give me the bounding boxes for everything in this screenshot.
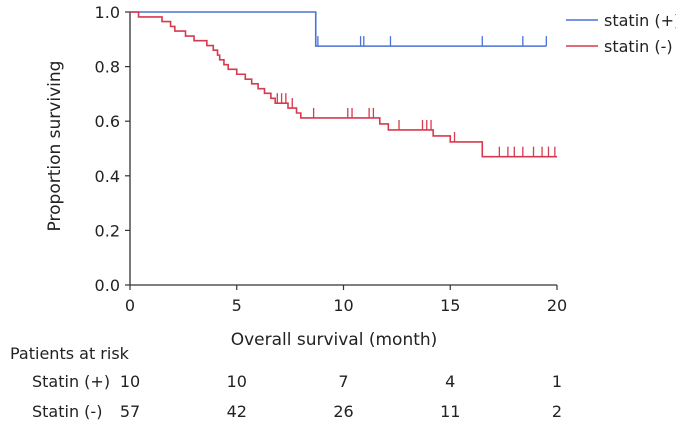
risk-count-statin-plus: 7 xyxy=(338,372,348,391)
series-layer xyxy=(130,11,557,158)
risk-count-statin-minus: 26 xyxy=(333,402,353,421)
risk-count-statin-plus: 10 xyxy=(227,372,247,391)
y-tick-label: 0.6 xyxy=(95,112,120,131)
x-tick-label: 5 xyxy=(232,296,242,315)
x-axis-label: Overall survival (month) xyxy=(231,330,438,350)
x-ticks: 0 5 10 15 20 xyxy=(125,285,567,315)
risk-count-statin-minus: 11 xyxy=(440,402,460,421)
survival-curve-statin-plus xyxy=(130,11,547,47)
y-tick-label: 0.8 xyxy=(95,58,120,77)
legend: statin (+) statin (-) xyxy=(566,11,676,56)
x-tick-label: 0 xyxy=(125,296,135,315)
legend-label-statin-minus: statin (-) xyxy=(604,37,673,56)
x-tick-label: 20 xyxy=(547,296,567,315)
risk-count-statin-plus: 10 xyxy=(120,372,140,391)
risk-count-statin-minus: 57 xyxy=(120,402,140,421)
legend-label-statin-plus: statin (+) xyxy=(604,11,676,30)
x-tick-label: 15 xyxy=(440,296,460,315)
y-tick-label: 0.4 xyxy=(95,167,120,186)
risk-table: Patients at risk Statin (+) Statin (-) 1… xyxy=(10,344,562,421)
risk-table-title: Patients at risk xyxy=(10,344,130,363)
survival-curve-statin-minus xyxy=(130,11,557,158)
y-tick-label: 0.2 xyxy=(95,221,120,240)
risk-row-label-statin-minus: Statin (-) xyxy=(32,402,102,421)
risk-counts: 10 10 7 4 1 57 42 26 11 2 xyxy=(120,372,562,421)
risk-count-statin-minus: 2 xyxy=(552,402,562,421)
y-ticks: 0.0 0.2 0.4 0.6 0.8 1.0 xyxy=(95,3,130,295)
risk-row-label-statin-plus: Statin (+) xyxy=(32,372,110,391)
risk-count-statin-minus: 42 xyxy=(227,402,247,421)
y-tick-label: 0.0 xyxy=(95,276,120,295)
y-tick-label: 1.0 xyxy=(95,3,120,22)
risk-count-statin-plus: 1 xyxy=(552,372,562,391)
y-axis-label: Proportion surviving xyxy=(45,61,65,232)
x-tick-label: 10 xyxy=(333,296,353,315)
risk-count-statin-plus: 4 xyxy=(445,372,455,391)
